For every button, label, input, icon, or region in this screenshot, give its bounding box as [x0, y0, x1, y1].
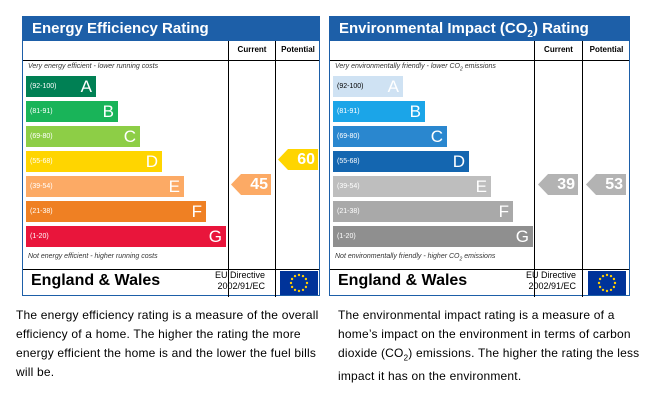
potential-rating-arrow: 53 [586, 174, 626, 195]
band-range-label: (21-38) [30, 208, 53, 215]
rating-band-c: (69-80) C [26, 126, 140, 147]
band-letter: F [191, 202, 202, 221]
band-letter: D [145, 152, 158, 171]
rating-band-d: (55-68) D [333, 151, 469, 172]
rating-band-f: (21-38) F [333, 201, 513, 222]
divider [330, 269, 629, 270]
band-range-label: (92-100) [30, 83, 57, 90]
region-label: England & Wales [31, 272, 161, 289]
bottom-note: Not environmentally friendly - higher CO… [335, 253, 496, 263]
divider [330, 60, 629, 61]
band-range-label: (21-38) [337, 208, 360, 215]
band-letter: C [430, 127, 443, 146]
energy-efficiency-chart: Energy Efficiency Rating Current Potenti… [22, 16, 320, 297]
energy-efficiency-description: The energy efficiency rating is a measur… [16, 308, 319, 379]
rating-band-b: (81-91) B [26, 101, 118, 122]
divider [23, 269, 319, 270]
band-range-label: (39-54) [337, 183, 360, 190]
rating-band-a: (92-100) A [26, 76, 96, 97]
band-letter: F [498, 202, 509, 221]
divider [23, 60, 319, 61]
chart-title: Environmental Impact (CO2) Rating [330, 17, 629, 41]
band-range-label: (1-20) [337, 233, 356, 240]
bottom-note: Not energy efficient - higher running co… [28, 253, 158, 260]
environmental-impact-description: The environmental impact rating is a mea… [338, 308, 640, 384]
divider [582, 41, 583, 297]
band-range-label: (39-54) [30, 183, 53, 190]
band-letter: G [515, 227, 529, 246]
divider [275, 41, 276, 297]
chart-grid: Current Potential Very energy efficient … [23, 41, 319, 297]
band-range-label: (69-80) [337, 133, 360, 140]
divider [228, 41, 229, 297]
band-letter: A [80, 77, 92, 96]
band-letter: B [102, 102, 114, 121]
band-range-label: (55-68) [30, 158, 53, 165]
rating-band-b: (81-91) B [333, 101, 425, 122]
band-letter: C [123, 127, 136, 146]
divider [534, 41, 535, 297]
band-letter: D [452, 152, 465, 171]
band-letter: A [387, 77, 399, 96]
top-note: Very environmentally friendly - lower CO… [335, 63, 496, 73]
potential-column-header: Potential [589, 45, 624, 54]
eu-flag-icon [280, 271, 318, 295]
chart-title: Energy Efficiency Rating [23, 17, 319, 41]
current-column-header: Current [544, 45, 573, 54]
band-range-label: (1-20) [30, 233, 49, 240]
potential-rating-arrow: 60 [278, 149, 318, 170]
rating-band-g: (1-20) G [333, 226, 533, 247]
potential-column-header: Potential [281, 45, 315, 54]
chart-grid: Current Potential Very environmentally f… [330, 41, 629, 297]
eu-directive-text: EU Directive 2002/91/EC [215, 270, 266, 291]
rating-band-e: (39-54) E [333, 176, 491, 197]
band-letter: B [409, 102, 421, 121]
current-rating-arrow: 45 [231, 174, 271, 195]
environmental-impact-chart: Environmental Impact (CO2) Rating Curren… [329, 16, 630, 297]
eu-flag-icon [588, 271, 626, 295]
rating-band-d: (55-68) D [26, 151, 162, 172]
region-label: England & Wales [338, 272, 468, 289]
current-rating-arrow: 39 [538, 174, 578, 195]
current-rating-value: 39 [557, 176, 575, 193]
band-range-label: (69-80) [30, 133, 53, 140]
eu-directive-text: EU Directive 2002/91/EC [526, 270, 577, 291]
band-range-label: (55-68) [337, 158, 360, 165]
band-range-label: (81-91) [337, 108, 360, 115]
top-note: Very energy efficient - lower running co… [28, 63, 159, 70]
potential-rating-value: 53 [605, 176, 623, 193]
rating-band-a: (92-100) A [333, 76, 403, 97]
potential-rating-value: 60 [297, 151, 315, 168]
rating-band-c: (69-80) C [333, 126, 447, 147]
current-rating-value: 45 [250, 176, 268, 193]
band-range-label: (92-100) [337, 83, 364, 90]
rating-band-f: (21-38) F [26, 201, 206, 222]
current-column-header: Current [237, 45, 267, 54]
band-letter: G [208, 227, 222, 246]
rating-band-e: (39-54) E [26, 176, 184, 197]
band-range-label: (81-91) [30, 108, 53, 115]
band-letter: E [168, 177, 180, 196]
band-letter: E [475, 177, 487, 196]
rating-band-g: (1-20) G [26, 226, 226, 247]
